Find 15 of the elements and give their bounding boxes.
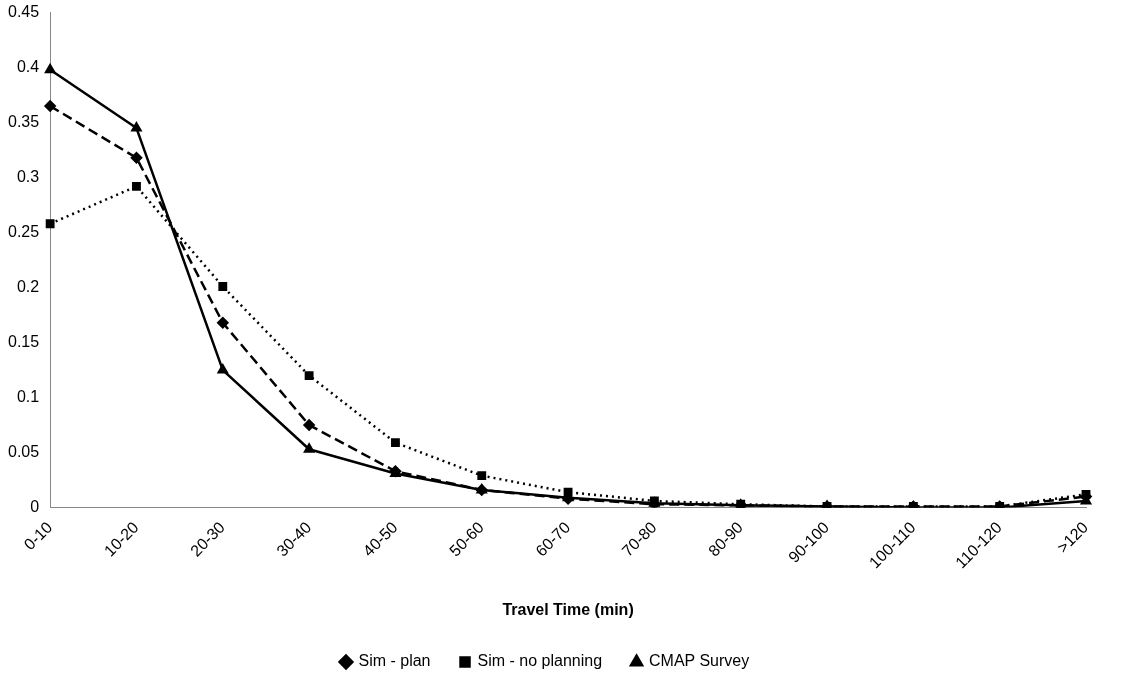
y-tick-label: 0.4 (16, 58, 40, 75)
y-tick-label: 0.05 (8, 442, 40, 460)
legend-label: Sim - plan (358, 652, 431, 670)
y-tick-label: 0.35 (8, 112, 40, 130)
y-tick-label: 0.1 (16, 387, 40, 405)
y-tick-label: 0.2 (16, 277, 40, 295)
y-tick-label: 0.3 (16, 167, 40, 185)
x-axis-title: Travel Time (min) (502, 600, 634, 618)
legend-label: Sim - no planning (477, 652, 603, 670)
y-tick-label: 0.25 (8, 222, 40, 240)
x-tick-label: 0-10 (20, 518, 56, 554)
legend-label: CMAP Survey (649, 652, 750, 670)
y-tick-label: 0 (30, 497, 40, 515)
y-tick-label: 0.15 (8, 332, 40, 350)
y-tick-label: 0.45 (8, 3, 40, 21)
